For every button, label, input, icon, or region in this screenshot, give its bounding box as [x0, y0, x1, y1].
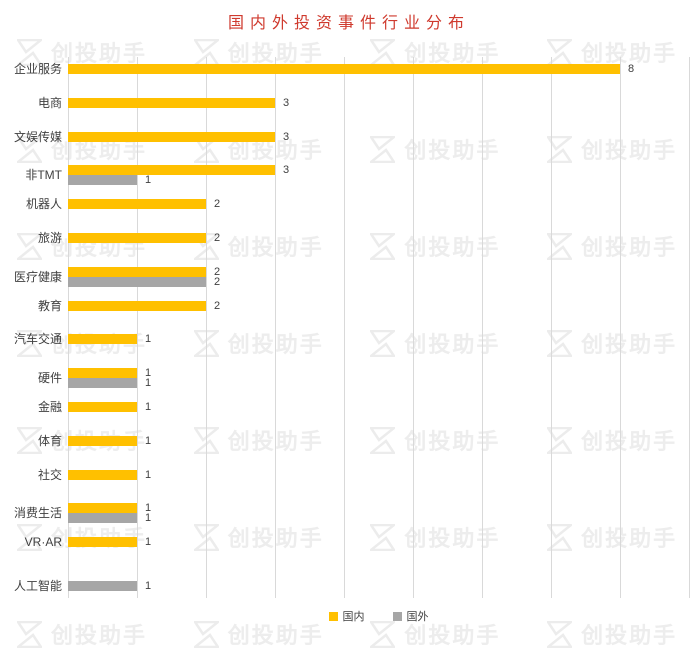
- value-label: 1: [145, 174, 152, 187]
- gridline: [620, 57, 621, 598]
- value-label: 1: [145, 333, 152, 346]
- bar-foreign: [68, 581, 137, 592]
- legend-item-domestic: 国内: [328, 608, 365, 624]
- bar-domestic: [68, 469, 137, 480]
- legend-swatch: [328, 611, 338, 621]
- value-label: 1: [145, 580, 152, 593]
- value-label: 1: [145, 367, 152, 380]
- bar-foreign: [68, 378, 137, 389]
- value-label: 2: [214, 275, 221, 288]
- value-label: 8: [628, 62, 635, 75]
- category-label: 文娱传媒: [13, 129, 62, 144]
- category-label: 金融: [37, 400, 62, 415]
- value-label: 2: [214, 299, 221, 312]
- bar-domestic: [68, 131, 275, 142]
- gridline: [551, 57, 552, 598]
- value-label: 1: [145, 502, 152, 515]
- category-label: VR·AR: [24, 535, 62, 550]
- value-label: 1: [145, 434, 152, 447]
- legend-label: 国外: [406, 611, 429, 623]
- category-label: 非TMT: [25, 168, 62, 183]
- chart: 创投助手 创投助手 创投助手 创投助手 创投助手 创投助手 创投助手 创投助手 创投助手 创投助手…: [13, 15, 690, 648]
- category-label: 硬件: [37, 371, 62, 386]
- legend: 国内 国外: [68, 607, 689, 625]
- value-label: 1: [145, 401, 152, 414]
- category-label: 社交: [37, 467, 62, 482]
- value-label: 1: [145, 377, 152, 390]
- bar-foreign: [68, 175, 137, 186]
- gridline: [275, 57, 276, 598]
- category-label: 旅游: [37, 230, 62, 245]
- category-label: 体育: [37, 433, 62, 448]
- bar-domestic: [68, 402, 137, 413]
- gridline: [206, 57, 207, 598]
- category-label: 汽车交通: [13, 332, 62, 347]
- bar-domestic: [68, 63, 620, 74]
- category-label: 人工智能: [13, 579, 62, 594]
- bar-domestic: [68, 300, 206, 311]
- category-label: 企业服务: [13, 61, 62, 76]
- value-label: 1: [145, 468, 152, 481]
- bar-domestic: [68, 199, 206, 210]
- value-label: 3: [283, 130, 290, 143]
- bar-foreign: [68, 513, 137, 524]
- gridline: [689, 57, 690, 598]
- chart-title: 国内外投资事件行业分布: [227, 15, 470, 32]
- bar-domestic: [68, 97, 275, 108]
- bar-foreign: [68, 276, 206, 287]
- value-label: 1: [145, 512, 152, 525]
- category-label: 机器人: [25, 197, 62, 212]
- value-label: 3: [283, 96, 290, 109]
- gridline: [68, 57, 69, 598]
- bar-domestic: [68, 537, 137, 548]
- value-label: 1: [145, 536, 152, 549]
- value-label: 2: [214, 265, 221, 278]
- plot-area: 企业服务 8 电商 3 文娱传媒 3 非TMT 3 1 机器人 2 旅游 2 医疗健康 2 2 教育 2 汽车交通 1…: [13, 57, 690, 598]
- value-label: 3: [283, 164, 290, 177]
- legend-label: 国内: [342, 611, 365, 623]
- legend-swatch: [392, 611, 402, 621]
- bar-domestic: [68, 368, 137, 379]
- category-label: 教育: [37, 298, 62, 313]
- category-label: 医疗健康: [13, 269, 62, 284]
- gridline: [482, 57, 483, 598]
- category-label: 消费生活: [13, 506, 62, 521]
- value-label: 2: [214, 231, 221, 244]
- bar-domestic: [68, 503, 137, 514]
- gridline: [344, 57, 345, 598]
- gridline: [137, 57, 138, 598]
- gridline: [413, 57, 414, 598]
- legend-item-foreign: 国外: [392, 608, 429, 624]
- bar-domestic: [68, 232, 206, 243]
- bar-domestic: [68, 334, 137, 345]
- category-label: 电商: [37, 95, 62, 110]
- bar-domestic: [68, 165, 275, 176]
- bar-domestic: [68, 266, 206, 277]
- value-label: 2: [214, 198, 221, 211]
- bar-domestic: [68, 435, 137, 446]
